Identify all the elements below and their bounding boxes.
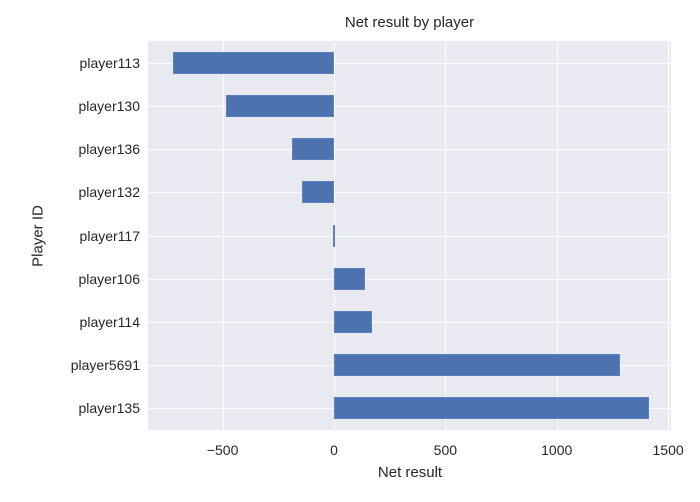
y-tick-label: player113 xyxy=(79,54,140,71)
x-tick-label: −500 xyxy=(206,442,239,458)
bar-player106 xyxy=(333,267,365,290)
bar-player117 xyxy=(333,224,336,247)
x-tick-label: 500 xyxy=(433,442,458,458)
y-tick-label: player5691 xyxy=(70,357,140,374)
bar-player132 xyxy=(301,181,334,204)
y-gridline xyxy=(148,278,671,280)
y-tick-label: player132 xyxy=(78,184,141,201)
x-tick-label: 1500 xyxy=(652,442,684,458)
y-gridline xyxy=(148,192,671,194)
y-tick-label: player136 xyxy=(78,141,141,158)
bar-player136 xyxy=(291,138,334,161)
y-axis-title: Player ID xyxy=(29,205,47,267)
y-tick-label: player117 xyxy=(79,227,140,244)
bar-player113 xyxy=(172,51,334,74)
y-tick-label: player135 xyxy=(78,400,141,417)
y-gridline xyxy=(148,105,671,107)
bar-player130 xyxy=(225,94,334,117)
y-tick-label: player106 xyxy=(78,270,141,287)
y-gridline xyxy=(148,235,671,237)
y-tick-label: player114 xyxy=(79,313,140,330)
y-gridline xyxy=(148,149,671,151)
x-axis-title: Net result xyxy=(377,464,443,481)
plot-area xyxy=(148,41,671,430)
y-gridline xyxy=(148,62,671,64)
bar-player5691 xyxy=(333,354,621,377)
x-tick-label: 0 xyxy=(330,442,338,458)
x-tick-label: 1000 xyxy=(541,442,573,458)
y-gridline xyxy=(148,321,671,323)
bar-player135 xyxy=(333,397,650,420)
chart-title: Net result by player xyxy=(344,14,475,31)
y-tick-label: player130 xyxy=(78,97,141,114)
bar-player114 xyxy=(333,310,373,333)
